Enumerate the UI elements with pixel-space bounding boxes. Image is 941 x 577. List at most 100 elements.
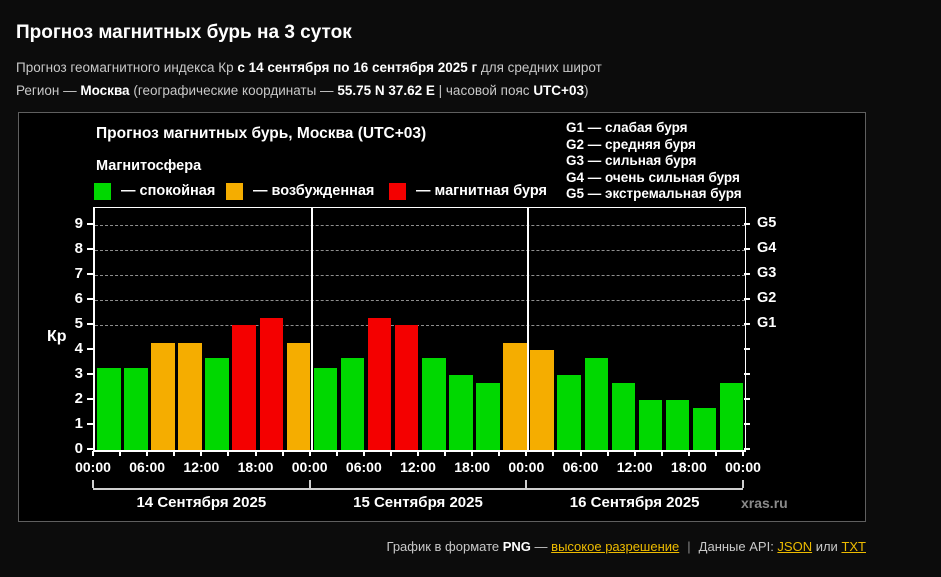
y-tick-right-2 (744, 398, 750, 400)
time-label-6: 12:00 (400, 459, 436, 475)
legend-label-excited: — возбужденная (253, 183, 375, 199)
y-tick-label-9: 9 (74, 215, 83, 232)
g4-legend-line: G4 — очень сильная буря (566, 169, 740, 185)
y-tick-left-0 (87, 448, 93, 450)
x-tick-13 (444, 451, 447, 456)
date-bracket-line (93, 488, 743, 490)
legend-label-quiet: — спокойная (121, 183, 216, 199)
x-tick-22 (687, 451, 690, 456)
gridline-G1 (95, 325, 745, 326)
subtitle-text: Прогноз геомагнитного индекса Кр (16, 60, 238, 75)
y-tick-label-5: 5 (74, 315, 83, 332)
y-tick-left-8 (87, 248, 93, 250)
y-tick-left-7 (87, 273, 93, 275)
region-line: Регион — Москва (географические координа… (16, 83, 588, 98)
kp-bar-day2-slot1 (313, 367, 338, 450)
time-label-0: 00:00 (75, 459, 111, 475)
y-tick-label-3: 3 (74, 365, 83, 382)
kp-bar-day3-slot7 (692, 407, 717, 450)
time-label-9: 06:00 (562, 459, 599, 475)
region-line-close: ) (583, 83, 589, 98)
x-tick-18 (579, 451, 582, 456)
magnetosphere-legend-title: Магнитосфера (96, 158, 202, 174)
kp-bar-day1-slot8 (286, 342, 311, 450)
kp-bar-day1-slot7 (259, 317, 284, 450)
kp-bar-day3-slot5 (638, 400, 663, 450)
x-tick-0 (92, 451, 94, 456)
coords-value: 55.75 N 37.62 E (337, 83, 435, 98)
timezone-label: | часовой пояс (434, 83, 534, 98)
g3-legend-line: G3 — сильная буря (566, 153, 697, 169)
kp-bar-day3-slot6 (665, 400, 690, 450)
quiet-color-swatch (94, 182, 111, 200)
gridline-G2 (95, 300, 745, 301)
x-tick-19 (606, 451, 609, 456)
kp-bar-day3-slot3 (584, 357, 609, 450)
x-tick-11 (389, 451, 392, 456)
kp-bar-day1-slot2 (124, 367, 148, 450)
y-axis-label: Кр (47, 328, 67, 345)
y-tick-right-1 (744, 423, 750, 425)
x-tick-14 (471, 451, 474, 456)
kp-bar-day3-slot8 (719, 382, 744, 450)
y-tick-right-3 (744, 373, 750, 375)
gridline-G4 (95, 250, 745, 251)
time-label-5: 06:00 (345, 459, 382, 475)
y-tick-right-8 (744, 248, 750, 250)
excited-color-swatch (226, 182, 243, 200)
date-bracket-tick-0 (92, 480, 94, 488)
time-label-11: 18:00 (670, 459, 707, 475)
x-tick-4 (200, 451, 203, 456)
storm-color-swatch (389, 182, 406, 200)
time-label-3: 18:00 (237, 459, 274, 475)
subtitle-date-range: с 14 сентября по 16 сентября 2025 г (237, 60, 478, 75)
g1-legend-line: G1 — слабая буря (566, 120, 688, 135)
x-tick-23 (714, 451, 717, 456)
x-tick-12 (417, 451, 419, 456)
plot-area (93, 207, 746, 452)
x-tick-6 (254, 451, 257, 456)
date-bracket-tick-2 (525, 480, 528, 488)
date-label-day1: 14 Сентября 2025 (136, 494, 267, 511)
x-tick-21 (660, 451, 663, 456)
kp-bar-day3-slot4 (611, 382, 636, 450)
kp-bar-chart: Кр G1 G2 G3 G4 G5 0 1 2 3 4 5 6 7 8 9 00:00 06:00 12:00 18… (19, 113, 867, 523)
subtitle-latitudes: для средних широт (477, 60, 602, 75)
y-tick-left-1 (87, 423, 93, 425)
kp-bar-day3-slot2 (557, 375, 581, 450)
kp-bar-day1-slot4 (178, 342, 202, 450)
chart-panel: Прогноз магнитных бурь, Москва (UTC+03) … (18, 112, 866, 522)
legend-label-storm: — магнитная буря (416, 183, 548, 199)
y-tick-left-9 (87, 223, 93, 225)
json-api-link[interactable]: JSON (777, 539, 813, 554)
x-tick-16 (525, 451, 528, 456)
footer-links-bar: График в формате PNG — высокое разрешени… (387, 539, 866, 554)
watermark: xras.ru (741, 495, 788, 511)
x-tick-9 (335, 451, 338, 456)
y-tick-label-8: 8 (74, 240, 83, 257)
kp-bar-day2-slot6 (449, 375, 473, 450)
day-separator-2 (527, 208, 530, 450)
x-tick-15 (498, 451, 501, 456)
g2-legend-line: G2 — средняя буря (566, 136, 696, 152)
y-tick-left-5 (87, 323, 93, 325)
time-label-2: 12:00 (183, 459, 220, 475)
txt-api-link[interactable]: TXT (841, 539, 866, 554)
region-name: Москва (80, 83, 130, 98)
y-tick-label-6: 6 (74, 290, 83, 307)
y-tick-label-4: 4 (74, 340, 83, 357)
x-tick-1 (119, 451, 122, 456)
date-label-day2: 15 Сентября 2025 (353, 494, 483, 511)
region-label: Регион — (16, 83, 81, 98)
high-resolution-link[interactable]: высокое разрешение (551, 539, 680, 554)
footer-or-text: или (812, 539, 842, 554)
y-tick-label-0: 0 (74, 440, 83, 457)
y-tick-right-4 (744, 348, 750, 350)
kp-bar-day2-slot3 (367, 317, 392, 450)
time-label-8: 00:00 (508, 459, 545, 475)
y-tick-label-7: 7 (74, 265, 83, 282)
kp-bar-day1-slot5 (205, 357, 229, 450)
gridline-G3 (95, 275, 745, 276)
kp-bar-day2-slot5 (422, 357, 446, 450)
x-tick-2 (146, 451, 149, 456)
